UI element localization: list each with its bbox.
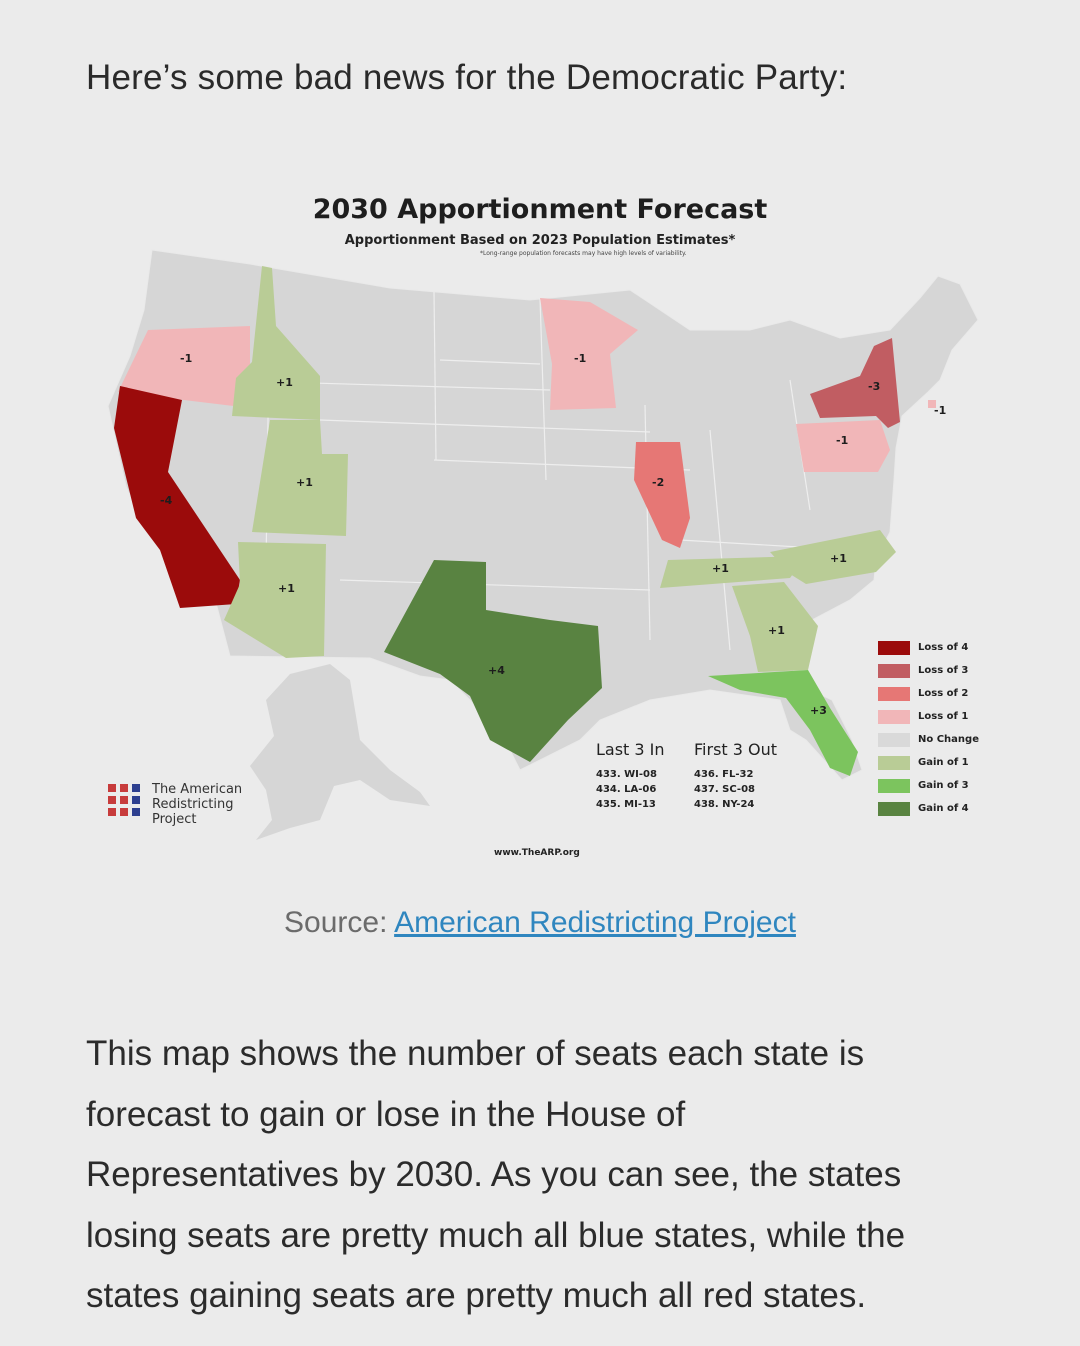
state-oregon — [118, 326, 250, 408]
legend-swatch — [878, 755, 910, 770]
state-rhode-island — [928, 400, 936, 408]
map-url: www.TheARP.org — [494, 848, 580, 858]
label-oregon: -1 — [180, 352, 192, 365]
state-arizona — [224, 542, 326, 658]
label-utah: +1 — [296, 476, 313, 489]
us-map: -1 -4 +1 +1 +1 +4 -1 -2 +1 +1 +1 +3 -3 -… — [107, 249, 979, 840]
label-arizona: +1 — [278, 582, 295, 595]
legend-label: Gain of 3 — [918, 780, 969, 791]
legend-item: Loss of 1 — [878, 705, 979, 728]
state-tennessee — [660, 556, 806, 588]
source-link[interactable]: American Redistricting Project — [394, 906, 796, 939]
legend-label: No Change — [918, 734, 979, 745]
source-caption: Source: American Redistricting Project — [0, 906, 1080, 940]
legend-swatch — [878, 778, 910, 793]
body-line: losing seats are pretty much all blue st… — [86, 1215, 906, 1255]
legend-label: Loss of 2 — [918, 688, 969, 699]
legend-label: Loss of 1 — [918, 711, 969, 722]
body-paragraph: This map shows the number of seats each … — [86, 1024, 1006, 1327]
state-idaho — [232, 266, 320, 420]
label-new-york: -3 — [868, 380, 880, 393]
first-out-heading: First 3 Out — [694, 740, 778, 759]
label-north-carolina: +1 — [830, 552, 847, 565]
legend-swatch — [878, 663, 910, 678]
label-tennessee: +1 — [712, 562, 729, 575]
state-new-york — [810, 338, 900, 428]
state-change-labels: -1 -4 +1 +1 +1 +4 -1 -2 +1 +1 +1 +3 -3 -… — [160, 352, 946, 717]
legend-label: Loss of 3 — [918, 665, 969, 676]
last-in-list: Last 3 In 433. WI-08 434. LA-06 435. MI-… — [596, 740, 665, 812]
legend-swatch — [878, 801, 910, 816]
first-out-item: 436. FL-32 — [694, 769, 754, 780]
state-georgia — [732, 582, 818, 672]
legend-swatch — [878, 709, 910, 724]
state-florida — [708, 670, 858, 776]
state-utah — [252, 420, 348, 536]
apportionment-map-image: 2030 Apportionment Forecast Apportionmen… — [90, 180, 990, 870]
last-in-item: 433. WI-08 — [596, 769, 657, 780]
first-out-list: First 3 Out 436. FL-32 437. SC-08 438. N… — [694, 740, 777, 812]
legend-swatch — [878, 640, 910, 655]
label-minnesota: -1 — [574, 352, 586, 365]
logo-line: Project — [152, 812, 197, 827]
label-california: -4 — [160, 494, 173, 507]
body-line: states gaining seats are pretty much all… — [86, 1276, 867, 1315]
label-georgia: +1 — [768, 624, 785, 637]
body-line: forecast to gain or lose in the House of — [86, 1094, 686, 1134]
legend-label: Gain of 1 — [918, 757, 969, 768]
map-title: 2030 Apportionment Forecast — [312, 194, 768, 225]
legend-item: Gain of 1 — [878, 751, 979, 774]
state-pennsylvania — [796, 420, 890, 472]
map-legend: Loss of 4 Loss of 3 Loss of 2 Loss of 1 … — [878, 636, 979, 820]
state-minnesota — [540, 298, 638, 410]
arp-logo: The American Redistricting Project — [108, 782, 242, 827]
alaska-shape — [250, 664, 430, 840]
legend-item: Gain of 4 — [878, 797, 979, 820]
label-texas: +4 — [488, 664, 505, 677]
legend-swatch — [878, 686, 910, 701]
label-pennsylvania: -1 — [836, 434, 848, 447]
legend-item: No Change — [878, 728, 979, 751]
logo-text: The American Redistricting Project — [152, 782, 242, 827]
map-subtitle: Apportionment Based on 2023 Population E… — [344, 233, 736, 248]
legend-item: Loss of 4 — [878, 636, 979, 659]
map-footnote: *Long-range population forecasts may hav… — [480, 250, 687, 257]
source-prefix: Source: — [284, 906, 395, 939]
flag-grid-icon — [108, 784, 140, 816]
body-line: This map shows the number of seats each … — [86, 1034, 865, 1073]
first-out-item: 437. SC-08 — [694, 784, 755, 795]
label-rhode-island: -1 — [934, 404, 946, 417]
state-north-carolina — [770, 530, 896, 584]
last-in-item: 435. MI-13 — [596, 799, 656, 810]
label-illinois: -2 — [652, 476, 664, 489]
logo-line: Redistricting — [152, 797, 234, 812]
label-florida: +3 — [810, 704, 827, 717]
post-heading: Here’s some bad news for the Democratic … — [86, 58, 848, 97]
legend-label: Gain of 4 — [918, 803, 969, 814]
legend-item: Loss of 3 — [878, 659, 979, 682]
last-in-heading: Last 3 In — [596, 740, 665, 759]
legend-swatch — [878, 732, 910, 747]
state-california — [114, 386, 240, 608]
label-idaho: +1 — [276, 376, 293, 389]
state-texas — [384, 560, 602, 762]
legend-item: Gain of 3 — [878, 774, 979, 797]
state-illinois — [634, 442, 690, 548]
last-in-item: 434. LA-06 — [596, 784, 657, 795]
legend-label: Loss of 4 — [918, 642, 969, 653]
legend-item: Loss of 2 — [878, 682, 979, 705]
logo-line: The American — [152, 782, 243, 797]
first-out-item: 438. NY-24 — [694, 799, 755, 810]
body-line: Representatives by 2030. As you can see,… — [86, 1155, 902, 1194]
